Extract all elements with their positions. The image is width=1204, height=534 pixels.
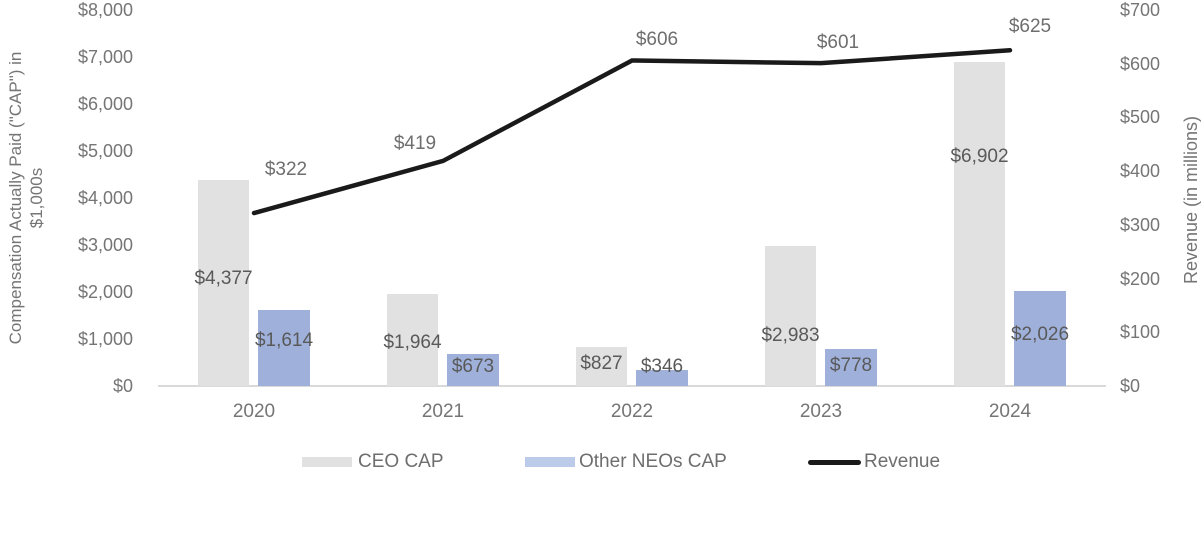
data-label-other-neos-cap-2023: $778 xyxy=(829,355,873,376)
data-label-ceo-cap-2022: $827 xyxy=(580,353,623,374)
legend-item-revenue: Revenue xyxy=(808,451,941,472)
x-axis-category-2022: 2022 xyxy=(610,401,654,422)
data-label-other-neos-cap-2022: $346 xyxy=(640,356,684,377)
left-axis-tick--2-000: $2,000 xyxy=(77,282,133,302)
left-axis-tick--7-000: $7,000 xyxy=(77,47,133,67)
data-label-revenue-2024: $625 xyxy=(1008,16,1052,38)
ceo-cap-legend-swatch xyxy=(302,457,352,467)
bar-other-neos-cap-2021 xyxy=(447,354,499,386)
right-axis-tick--500: $500 xyxy=(1120,107,1161,128)
left-axis-tick--0: $0 xyxy=(112,376,133,396)
revenue-line xyxy=(251,48,1013,216)
data-label-ceo-cap-2023: $2,983 xyxy=(761,325,820,346)
bar-other-neos-cap-2024 xyxy=(1014,290,1066,386)
bar-other-neos-cap-2023 xyxy=(825,349,877,386)
bar-ceo-cap-2024 xyxy=(954,61,1005,386)
other-neos-cap-legend-swatch xyxy=(525,457,575,467)
x-axis-category-2024: 2024 xyxy=(988,401,1032,422)
x-axis-category-2020: 2020 xyxy=(232,401,276,422)
legend-item-ceo-cap: CEO CAP xyxy=(302,451,444,472)
bar-ceo-cap-2021 xyxy=(387,293,438,386)
legend-item-other-neos-cap: Other NEOs CAP xyxy=(525,451,727,472)
left-axis-tick--6-000: $6,000 xyxy=(77,94,133,114)
right-axis-tick--200: $200 xyxy=(1120,268,1161,289)
bar-other-neos-cap-2022 xyxy=(636,369,688,386)
left-axis-title-line2: $1,000s xyxy=(27,167,46,229)
legend-label-revenue: Revenue xyxy=(864,451,941,472)
left-axis-tick--3-000: $3,000 xyxy=(77,235,133,255)
right-axis-tick--400: $400 xyxy=(1120,161,1161,182)
right-axis-tick--100: $100 xyxy=(1120,322,1161,343)
data-label-ceo-cap-2024: $6,902 xyxy=(950,146,1009,167)
right-axis-tick--600: $600 xyxy=(1120,53,1161,74)
legend-label-other-neos-cap: Other NEOs CAP xyxy=(579,451,727,472)
right-axis-tick--700: $700 xyxy=(1120,0,1161,20)
bar-ceo-cap-2022 xyxy=(576,347,627,386)
data-label-ceo-cap-2021: $1,964 xyxy=(383,332,442,353)
data-label-other-neos-cap-2020: $1,614 xyxy=(254,330,314,351)
data-label-other-neos-cap-2021: $673 xyxy=(451,356,495,377)
right-axis-tick--300: $300 xyxy=(1120,214,1161,235)
data-label-revenue-2020: $322 xyxy=(264,159,308,181)
bar-other-neos-cap-2020 xyxy=(258,310,310,386)
x-axis-category-2023: 2023 xyxy=(799,401,843,422)
left-axis-title-line1: Compensation Actually Paid ("CAP") in xyxy=(6,51,25,345)
right-axis-tick--0: $0 xyxy=(1120,376,1141,396)
left-axis-tick--8-000: $8,000 xyxy=(77,0,133,20)
revenue-legend-line-swatch xyxy=(808,459,861,465)
left-axis-title: Compensation Actually Paid ("CAP") in $1… xyxy=(5,0,47,408)
right-axis-title: Revenue (in millions) xyxy=(1181,115,1201,285)
data-label-other-neos-cap-2024: $2,026 xyxy=(1010,324,1070,345)
legend-label-ceo-cap: CEO CAP xyxy=(358,451,444,472)
data-label-revenue-2022: $606 xyxy=(635,29,679,51)
data-label-revenue-2023: $601 xyxy=(816,32,860,54)
left-axis-tick--1-000: $1,000 xyxy=(77,329,133,349)
x-axis-category-2021: 2021 xyxy=(421,401,465,422)
bar-ceo-cap-2023 xyxy=(765,245,816,386)
left-axis-tick--5-000: $5,000 xyxy=(77,141,133,161)
x-axis-line xyxy=(158,385,1106,387)
data-label-revenue-2021: $419 xyxy=(393,132,437,154)
data-label-ceo-cap-2020: $4,377 xyxy=(194,268,253,289)
left-axis-tick--4-000: $4,000 xyxy=(77,188,133,208)
bar-ceo-cap-2020 xyxy=(198,180,249,386)
